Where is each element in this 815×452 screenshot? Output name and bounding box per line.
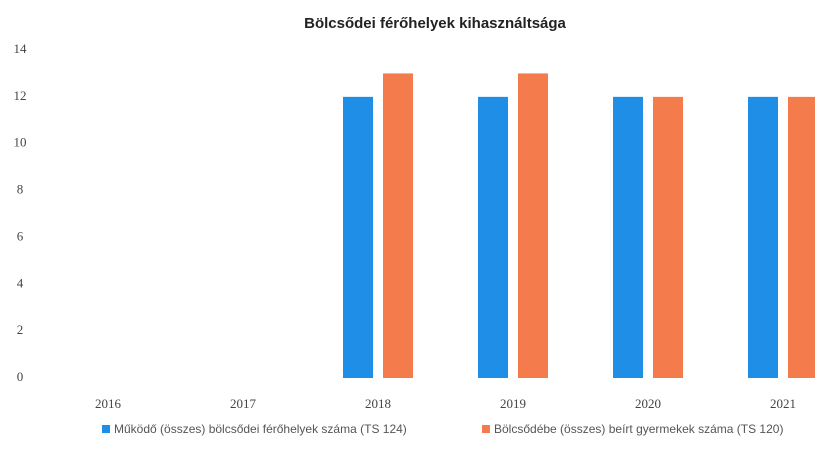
y-tick-label: 4 [17, 275, 24, 290]
y-tick-label: 8 [17, 182, 24, 197]
y-tick-label: 2 [17, 322, 24, 337]
y-tick-label: 0 [17, 369, 24, 384]
bar [518, 73, 548, 378]
bar [653, 96, 683, 378]
x-tick-label: 2016 [95, 396, 122, 411]
bar [478, 96, 508, 378]
bar [613, 96, 643, 378]
bar [748, 96, 778, 378]
y-tick-label: 6 [17, 228, 24, 243]
x-tick-label: 2018 [365, 396, 391, 411]
bar [788, 96, 815, 378]
bar [383, 73, 413, 378]
y-tick-label: 10 [14, 135, 27, 150]
x-tick-label: 2019 [500, 396, 526, 411]
legend-label: Bölcsődébe (összes) beírt gyermekek szám… [494, 422, 783, 436]
legend-swatch [102, 425, 110, 433]
legend-swatch [482, 425, 490, 433]
y-tick-label: 12 [14, 88, 27, 103]
x-tick-label: 2021 [770, 396, 796, 411]
x-tick-label: 2017 [230, 396, 257, 411]
y-tick-label: 14 [14, 41, 28, 56]
x-tick-label: 2020 [635, 396, 661, 411]
bar [343, 96, 373, 378]
legend-label: Működő (összes) bölcsődei férőhelyek szá… [114, 422, 407, 436]
chart-title: Bölcsődei férőhelyek kihasználtsága [304, 15, 566, 32]
